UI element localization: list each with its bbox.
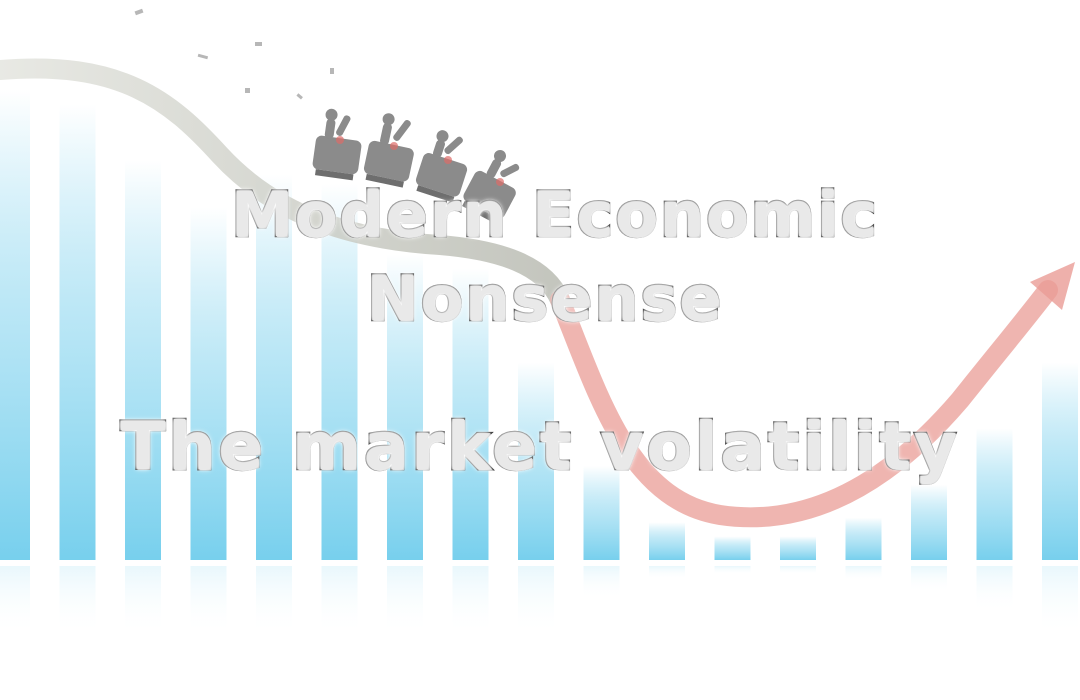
subtitle: The market volatility: [119, 407, 960, 487]
descending-curve: [0, 58, 570, 310]
chart-bar-reflection: [911, 566, 947, 593]
chart-bar: [387, 254, 423, 560]
title-line-2: Nonsense: [365, 261, 724, 337]
chart-bar: [976, 428, 1013, 560]
chart-bar: [780, 536, 816, 560]
chart-bar: [1042, 362, 1078, 560]
chart-bar-reflection: [518, 566, 554, 636]
confetti-icon: [134, 8, 334, 100]
chart-bar: [125, 160, 161, 560]
chart-bar: [911, 484, 947, 560]
chart-bar: [59, 104, 96, 560]
chart-bar: [0, 90, 30, 560]
chart-bar: [583, 466, 620, 560]
chart-bar: [256, 174, 292, 560]
chart-bar: [190, 207, 227, 560]
chart-bar-reflection: [387, 566, 423, 636]
chart-bar: [649, 522, 685, 560]
chart-bar-reflection: [0, 566, 30, 636]
chart-bar-reflection: [1042, 566, 1078, 636]
chart-bar: [518, 362, 554, 560]
chart-bar-reflection: [780, 566, 816, 575]
chart-bar: [321, 184, 358, 560]
chart-bar: [452, 268, 489, 560]
chart-bar-reflection: [583, 566, 620, 599]
chart-bar: [714, 536, 751, 560]
chart-bar-reflection: [452, 566, 489, 636]
chart-bar-reflection: [649, 566, 685, 580]
chart-bar: [845, 517, 882, 560]
chart-bar-reflection: [256, 566, 292, 636]
chart-bar-reflection: [321, 566, 358, 636]
roller-coaster-car-icon: [312, 108, 520, 224]
chart-bar-reflection: [59, 566, 96, 636]
chart-bar-reflection: [125, 566, 161, 636]
ascending-curve: [550, 280, 1058, 528]
chart-bar-reflection: [190, 566, 227, 636]
chart-bar-reflection: [714, 566, 751, 575]
chart-bar-reflection: [976, 566, 1013, 613]
chart-bar-reflection: [845, 566, 882, 581]
arrow-up-icon: [1030, 262, 1075, 310]
title-line-1: Modern Economic: [230, 177, 880, 253]
